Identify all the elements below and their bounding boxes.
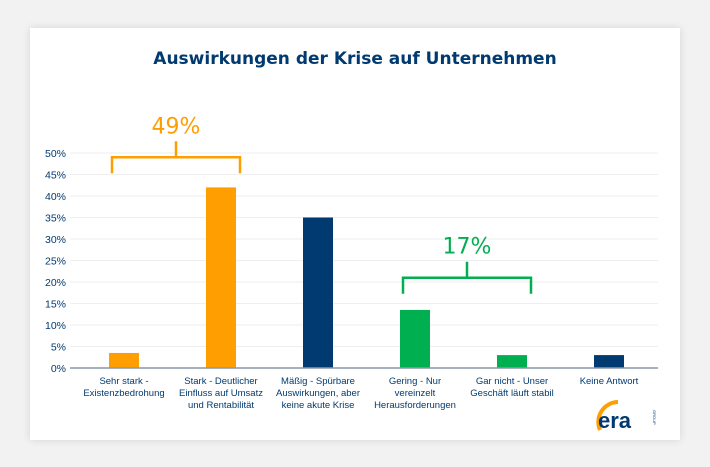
- bar: [497, 355, 527, 368]
- y-tick-label: 25%: [45, 256, 66, 268]
- bar: [400, 309, 430, 368]
- x-category-label-line: Existenzbedrohung: [83, 388, 164, 399]
- x-category-label: Gar nicht - Unser Geschäft läuft stabil: [470, 376, 553, 399]
- x-category-label-line: keine akute Krise: [282, 400, 355, 411]
- x-category-label: Gering - Nur vereinzelt Herausforderungen: [374, 376, 456, 411]
- x-category-label: Mäßig - Spürbare Auswirkungen, aber keine …: [276, 376, 360, 411]
- bracket-label: 17%: [443, 235, 492, 260]
- logo-text: era: [598, 408, 632, 433]
- x-category-label-line: Auswirkungen, aber: [276, 388, 360, 399]
- x-category-label-line: Herausforderungen: [374, 400, 456, 411]
- bracket-label: 49%: [152, 114, 201, 139]
- chart-card: [30, 28, 680, 440]
- y-tick-label: 5%: [51, 342, 66, 354]
- x-category-label-line: Keine Antwort: [580, 376, 639, 387]
- y-tick-label: 0%: [51, 363, 66, 375]
- chart-title: Auswirkungen der Krise auf Unternehmen: [153, 49, 556, 69]
- bar: [206, 187, 236, 368]
- bracket: [110, 141, 242, 174]
- y-tick-label: 20%: [45, 277, 66, 289]
- y-tick-label: 10%: [45, 320, 66, 332]
- y-tick-label: 30%: [45, 234, 66, 246]
- y-tick-label: 15%: [45, 299, 66, 311]
- x-category-label-line: und Rentabilität: [188, 400, 254, 411]
- bracket: [401, 261, 533, 294]
- bar: [109, 352, 139, 368]
- y-tick-label: 35%: [45, 213, 66, 225]
- y-tick-label: 50%: [45, 148, 66, 160]
- x-category-label: Sehr stark -Existenzbedrohung: [83, 376, 164, 399]
- y-tick-label: 45%: [45, 170, 66, 182]
- x-category-label: Keine Antwort: [580, 376, 639, 387]
- bar: [594, 355, 624, 368]
- x-category-label-line: Stark - Deutlicher: [184, 376, 257, 387]
- y-tick-label: 40%: [45, 191, 66, 203]
- x-category-label-line: Mäßig - Spürbare: [281, 376, 355, 387]
- x-category-label-line: Geschäft läuft stabil: [470, 388, 553, 399]
- x-category-label-line: Sehr stark -: [99, 376, 148, 387]
- era-logo: era GROUP: [596, 400, 657, 433]
- x-category-label: Stark - Deutlicher Einfluss auf Umsatz und…: [179, 376, 263, 411]
- x-category-label-line: Einfluss auf Umsatz: [179, 388, 263, 399]
- logo-sub: GROUP: [652, 410, 657, 425]
- x-category-label-line: Gering - Nur: [389, 376, 441, 387]
- bar: [303, 217, 333, 368]
- x-category-label-line: Gar nicht - Unser: [476, 376, 548, 387]
- x-category-label-line: vereinzelt: [395, 388, 436, 399]
